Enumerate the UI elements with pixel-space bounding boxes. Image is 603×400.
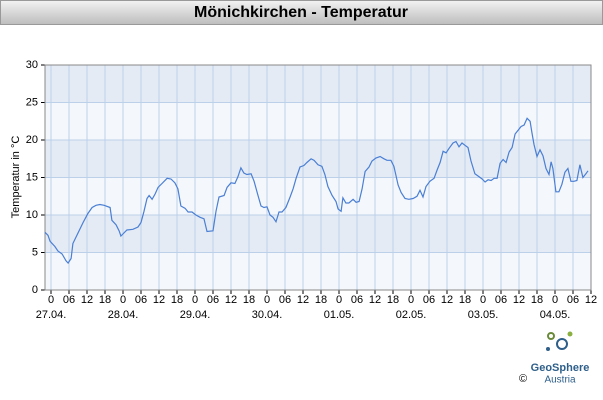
y-tick-label: 20 bbox=[26, 134, 38, 146]
x-tick-label: 12 bbox=[369, 294, 381, 306]
x-tick-label: 0 bbox=[192, 294, 198, 306]
x-tick-label: 12 bbox=[81, 294, 93, 306]
plot-border bbox=[44, 64, 592, 291]
logo-icon bbox=[567, 331, 573, 337]
x-tick-label: 12 bbox=[153, 294, 165, 306]
x-tick-label: 12 bbox=[585, 294, 597, 306]
date-label: 01.05. bbox=[324, 309, 355, 321]
x-tick-label: 12 bbox=[441, 294, 453, 306]
copyright: © bbox=[519, 373, 527, 385]
band bbox=[45, 102, 591, 140]
x-tick-label: 0 bbox=[264, 294, 270, 306]
x-tick-label: 06 bbox=[567, 294, 579, 306]
logo-sub: Austria bbox=[544, 375, 576, 386]
x-tick-label: 18 bbox=[531, 294, 543, 306]
logo-name: GeoSphere bbox=[531, 362, 590, 374]
x-tick-label: 18 bbox=[315, 294, 327, 306]
date-label: 28.04. bbox=[108, 309, 139, 321]
y-tick-label: 30 bbox=[26, 59, 38, 71]
logo-icon bbox=[556, 338, 568, 350]
band bbox=[45, 215, 591, 253]
x-tick-label: 06 bbox=[351, 294, 363, 306]
title-bar bbox=[0, 0, 603, 25]
x-tick-label: 18 bbox=[171, 294, 183, 306]
chart-title: Mönichkirchen - Temperatur bbox=[194, 4, 408, 21]
x-tick-label: 12 bbox=[513, 294, 525, 306]
y-axis-label: Temperatur in °C bbox=[10, 136, 22, 219]
date-label: 30.04. bbox=[252, 309, 283, 321]
x-tick-label: 0 bbox=[336, 294, 342, 306]
x-tick-label: 06 bbox=[279, 294, 291, 306]
y-tick-label: 25 bbox=[26, 96, 38, 108]
band bbox=[45, 252, 591, 290]
x-tick-label: 12 bbox=[297, 294, 309, 306]
x-tick-label: 06 bbox=[495, 294, 507, 306]
x-tick-label: 0 bbox=[48, 294, 54, 306]
y-tick-label: 10 bbox=[26, 209, 38, 221]
x-tick-label: 06 bbox=[423, 294, 435, 306]
logo-icon bbox=[546, 347, 550, 351]
x-tick-label: 12 bbox=[225, 294, 237, 306]
y-tick-label: 15 bbox=[26, 171, 38, 183]
temperature-line bbox=[44, 117, 589, 264]
x-tick-label: 18 bbox=[99, 294, 111, 306]
x-tick-label: 18 bbox=[459, 294, 471, 306]
band bbox=[45, 65, 591, 103]
x-tick-label: 0 bbox=[552, 294, 558, 306]
date-label: 27.04. bbox=[36, 309, 67, 321]
band bbox=[45, 140, 591, 178]
x-tick-label: 18 bbox=[243, 294, 255, 306]
band bbox=[45, 177, 591, 215]
x-tick-label: 06 bbox=[63, 294, 75, 306]
x-tick-label: 0 bbox=[120, 294, 126, 306]
date-label: 04.05. bbox=[540, 309, 571, 321]
plot-area: 0 06 12 18 0 06 12 18 0 06 12 18 0 06 12 18 0 06 12 18 0 06 12… bbox=[26, 59, 597, 321]
x-tick-label: 06 bbox=[135, 294, 147, 306]
x-tick-label: 06 bbox=[207, 294, 219, 306]
x-tick-label: 0 bbox=[408, 294, 414, 306]
date-label: 02.05. bbox=[396, 309, 427, 321]
x-tick-label: 0 bbox=[480, 294, 486, 306]
date-label: 03.05. bbox=[468, 309, 499, 321]
date-label: 29.04. bbox=[180, 309, 211, 321]
x-tick-label: 18 bbox=[387, 294, 399, 306]
logo-icon bbox=[547, 332, 555, 340]
logo: GeoSphere Austria © bbox=[519, 331, 590, 386]
y-tick-label: 5 bbox=[32, 246, 38, 258]
y-tick-label: 0 bbox=[32, 284, 38, 296]
